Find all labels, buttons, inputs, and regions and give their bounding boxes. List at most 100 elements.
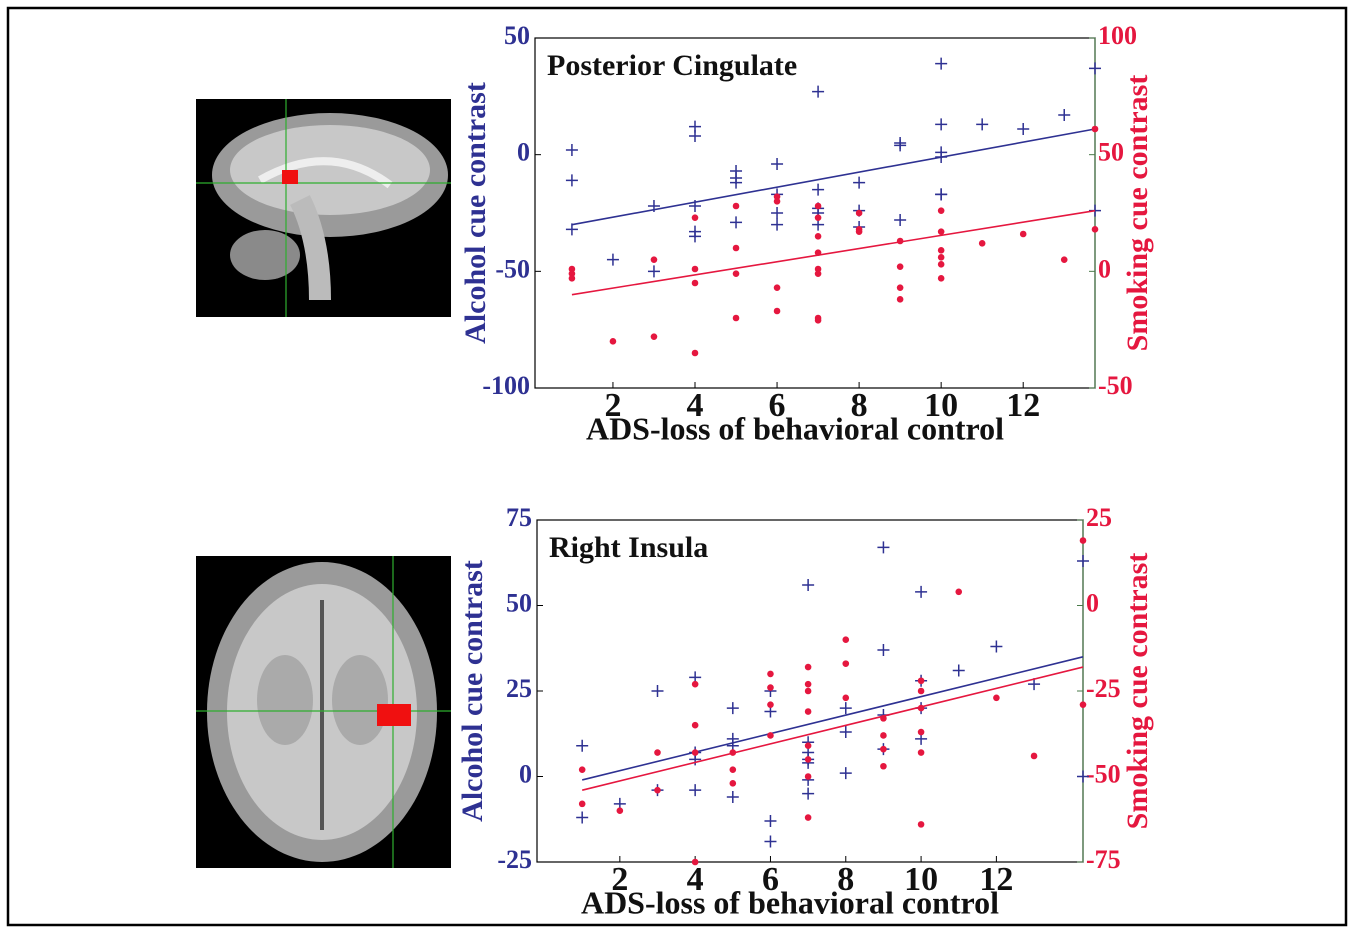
point [842,660,849,667]
point [692,859,699,866]
point [805,773,812,780]
point [880,746,887,753]
y2-tick-label: 100 [1098,21,1137,50]
x-axis-label: ADS-loss of behavioral control [581,884,999,920]
point [815,317,822,324]
point [805,814,812,821]
point [733,315,740,322]
point [579,801,586,808]
brain-axial [196,556,451,868]
point [730,780,737,787]
point [805,742,812,749]
point [610,338,617,345]
y2-tick-label: 25 [1086,503,1112,532]
point [918,729,925,736]
y-tick-label: -100 [482,371,530,400]
point [692,722,699,729]
point [774,284,781,291]
point [651,333,658,340]
point [938,254,945,261]
point [1080,701,1087,708]
point [692,280,699,287]
point [897,284,904,291]
y-tick-label: -25 [497,845,532,874]
point [651,256,658,263]
point [938,228,945,235]
y2-axis-label: Smoking cue contrast [1121,553,1154,830]
point [1092,126,1099,133]
point [918,688,925,695]
point [856,228,863,235]
point [842,636,849,643]
y-tick-label: 25 [506,674,532,703]
y-tick-label: 50 [504,21,530,50]
point [1080,537,1087,544]
point [815,233,822,240]
point [955,589,962,596]
point [733,270,740,277]
point [938,207,945,214]
point [692,350,699,357]
point [767,671,774,678]
point [1020,231,1027,238]
point [1092,226,1099,233]
y2-tick-label: -50 [1098,371,1133,400]
point [815,249,822,256]
point [805,708,812,715]
point [730,749,737,756]
figure: 24681012-100-50050-50050100Posterior Cin… [0,0,1354,933]
point [1031,753,1038,760]
chart: 24681012-100-50050-50050100Posterior Cin… [459,21,1154,446]
point [880,763,887,770]
point [730,766,737,773]
point [1061,256,1068,263]
point [938,247,945,254]
chart-title: Right Insula [549,531,708,564]
point [692,266,699,273]
point [918,705,925,712]
y2-tick-label: -25 [1086,674,1121,703]
point [767,684,774,691]
point [815,270,822,277]
point [897,296,904,303]
point [815,203,822,210]
x-axis-label: ADS-loss of behavioral control [586,410,1004,446]
chart: 24681012-250255075-75-50-25025Right Insu… [456,503,1154,920]
point [654,749,661,756]
point [856,210,863,217]
point [805,681,812,688]
point [979,240,986,247]
y-axis-label: Alcohol cue contrast [456,560,489,822]
y-tick-label: 75 [506,503,532,532]
point [897,238,904,245]
brain-sagittal [196,99,451,317]
y2-axis-label: Smoking cue contrast [1121,75,1154,352]
point [815,214,822,221]
point [897,263,904,270]
point [918,749,925,756]
point [579,766,586,773]
y-axis-label: Alcohol cue contrast [459,82,492,344]
point [692,749,699,756]
point [774,198,781,205]
point [692,681,699,688]
point [805,756,812,763]
point [842,695,849,702]
point [767,732,774,739]
y-tick-label: -50 [495,254,530,283]
point [880,715,887,722]
x-tick-label: 12 [1006,387,1040,424]
point [993,695,1000,702]
point [918,821,925,828]
point [938,261,945,268]
point [733,203,740,210]
y-tick-label: 50 [506,588,532,617]
point [767,701,774,708]
y-tick-label: 0 [519,759,532,788]
point [569,275,576,282]
point [805,664,812,671]
point [692,214,699,221]
y2-tick-label: -75 [1086,845,1121,874]
y-tick-label: 0 [517,138,530,167]
point [805,688,812,695]
